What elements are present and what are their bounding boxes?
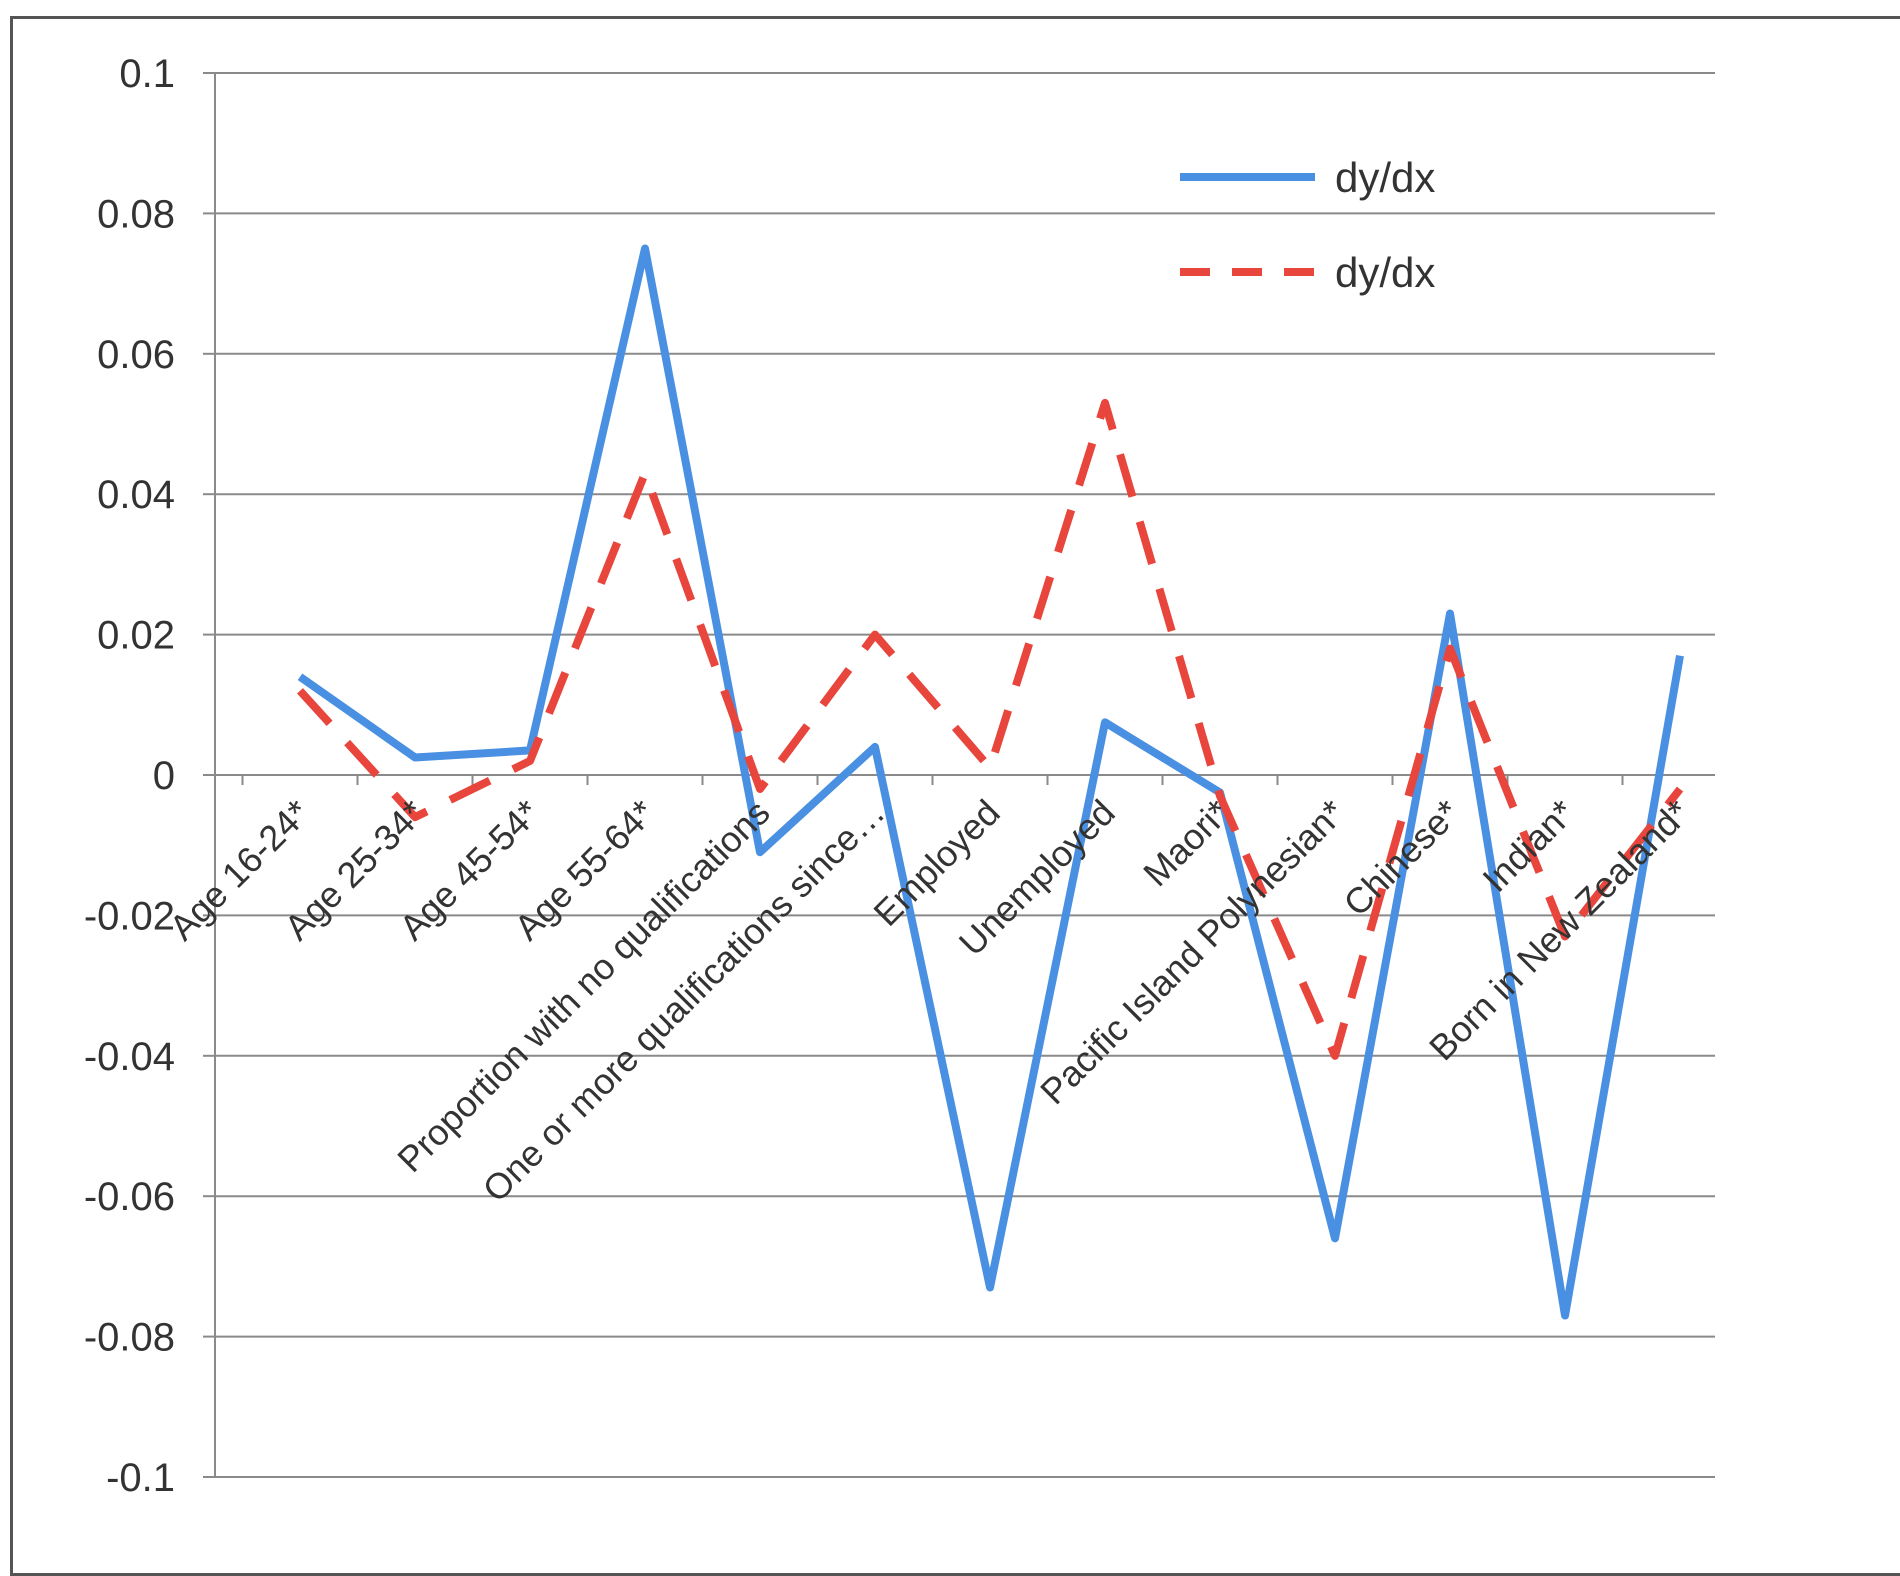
y-tick-label: 0.1 — [119, 52, 175, 96]
category-label: One or more qualifications since… — [475, 792, 893, 1210]
category-label: Maori* — [1135, 792, 1238, 895]
y-tick-labels: 0.1 0.08 0.06 0.04 0.02 0 -0.02 -0.04 -0.06 -0.08… — [84, 52, 175, 1500]
y-tick-label: 0.04 — [97, 473, 175, 517]
y-tick-label: -0.1 — [106, 1456, 175, 1500]
legend-label: dy/dx — [1335, 154, 1435, 201]
axes — [203, 73, 1715, 1477]
y-tick-label: -0.04 — [84, 1035, 175, 1079]
category-label: Chinese* — [1335, 792, 1467, 924]
y-tick-label: 0 — [153, 754, 175, 798]
line-chart: 0.1 0.08 0.06 0.04 0.02 0 -0.02 -0.04 -0.06 -0.08… — [0, 0, 1900, 1529]
legend: dy/dx dy/dx — [1180, 154, 1435, 296]
y-tick-label: 0.08 — [97, 192, 175, 236]
y-tick-label: -0.08 — [84, 1316, 175, 1360]
y-tick-label: -0.06 — [84, 1175, 175, 1219]
y-tick-label: 0.06 — [97, 333, 175, 377]
legend-label: dy/dx — [1335, 249, 1435, 296]
y-tick-label: 0.02 — [97, 614, 175, 658]
y-tick-label: -0.02 — [84, 894, 175, 938]
